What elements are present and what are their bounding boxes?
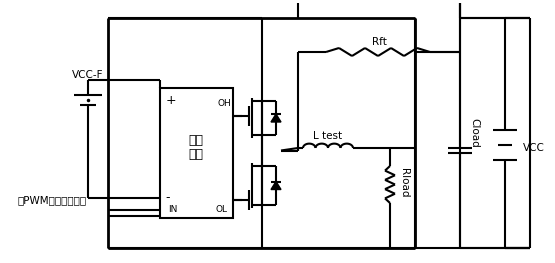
Text: VCC: VCC: [523, 143, 545, 153]
Text: -: -: [165, 191, 169, 205]
Text: 接PWM信号发生电路: 接PWM信号发生电路: [17, 195, 87, 205]
Text: +: +: [166, 94, 176, 107]
Text: 驱动: 驱动: [189, 134, 204, 146]
Text: Rload: Rload: [399, 168, 409, 198]
Text: OL: OL: [216, 205, 228, 215]
Text: OH: OH: [217, 99, 231, 108]
Text: Rft: Rft: [371, 37, 386, 47]
Text: L test: L test: [314, 131, 342, 141]
Bar: [160, 88, 233, 218]
Polygon shape: [271, 114, 281, 122]
Text: 芯片: 芯片: [189, 149, 204, 161]
Polygon shape: [271, 181, 281, 190]
Text: VCC-F: VCC-F: [72, 70, 104, 80]
Text: IN: IN: [168, 205, 178, 215]
Text: Cload: Cload: [469, 118, 479, 148]
